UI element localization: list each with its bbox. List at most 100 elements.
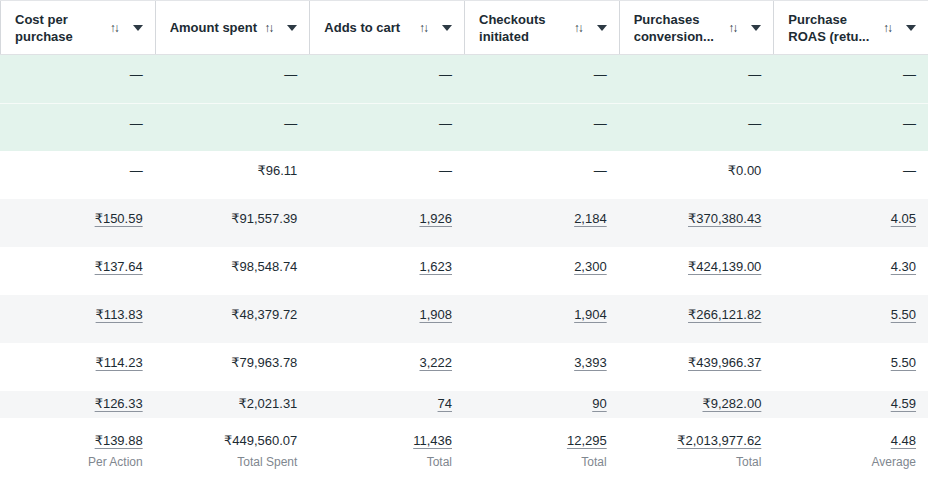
chevron-down-icon[interactable] xyxy=(442,25,452,31)
cell-purchases-conversion: ₹266,121.82 xyxy=(619,295,774,343)
metric-value-link[interactable]: 5.50 xyxy=(891,307,916,323)
summary-label: Per Action xyxy=(88,455,143,470)
metric-value-link[interactable]: ₹113.83 xyxy=(96,307,143,323)
metric-value-link[interactable]: 2,184 xyxy=(574,211,607,227)
metric-value: ₹79,963.78 xyxy=(231,355,297,371)
cell-checkouts-initiated: 3,393 xyxy=(464,343,619,391)
chevron-down-icon[interactable] xyxy=(287,25,297,31)
metric-value-link[interactable]: 1,908 xyxy=(419,307,452,323)
metric-value-link[interactable]: 4.59 xyxy=(891,396,916,412)
cell-adds-to-cart: 74 xyxy=(309,391,464,418)
column-header-adds-to-cart[interactable]: Adds to cart↑↓ xyxy=(309,1,464,54)
metric-value: — xyxy=(130,67,143,83)
metric-value-link[interactable]: ₹126.33 xyxy=(95,396,143,412)
cell-adds-to-cart: 1,908 xyxy=(309,295,464,343)
metric-value-link[interactable]: ₹150.59 xyxy=(95,211,143,227)
metric-value-link[interactable]: 74 xyxy=(438,396,452,412)
metric-value: — xyxy=(284,116,297,132)
table-row: ₹114.23 ₹79,963.78 3,222 3,393 ₹439,966.37 5.… xyxy=(0,343,928,391)
cell-checkouts-initiated: 2,184 xyxy=(464,199,619,247)
summary-cell-checkouts-initiated: 12,295 Total xyxy=(464,418,619,500)
metric-value-link[interactable]: ₹266,121.82 xyxy=(688,307,761,323)
cell-checkouts-initiated: — xyxy=(464,151,619,199)
column-header-label: Purchases conversion... xyxy=(634,11,723,45)
metric-value: — xyxy=(439,116,452,132)
sort-arrows-icon[interactable]: ↑↓ xyxy=(419,21,429,35)
metric-value-link[interactable]: 3,393 xyxy=(574,355,607,371)
metric-value-link[interactable]: ₹9,282.00 xyxy=(702,396,761,412)
column-header-checkouts-initiated[interactable]: Checkouts initiated↑↓ xyxy=(464,1,619,54)
metric-value-link[interactable]: ₹439,966.37 xyxy=(688,355,761,371)
summary-label: Total xyxy=(581,455,606,470)
cell-purchases-conversion: — xyxy=(619,55,774,103)
metric-value-link[interactable]: 4.30 xyxy=(891,259,916,275)
chevron-down-icon[interactable] xyxy=(751,25,761,31)
cell-purchase-roas: — xyxy=(773,151,928,199)
metric-value: ₹48,379.72 xyxy=(231,307,297,323)
cell-amount-spent: — xyxy=(155,55,310,103)
sort-arrows-icon[interactable]: ↑↓ xyxy=(264,21,274,35)
cell-checkouts-initiated: 1,904 xyxy=(464,295,619,343)
metric-value-link[interactable]: ₹114.23 xyxy=(96,355,143,371)
metric-value-link[interactable]: 90 xyxy=(592,396,606,412)
summary-value: ₹449,560.07 xyxy=(224,433,297,449)
chevron-down-icon[interactable] xyxy=(597,25,607,31)
cell-purchase-roas: 5.50 xyxy=(773,295,928,343)
metric-value-link[interactable]: ₹424,139.00 xyxy=(688,259,761,275)
metric-value: — xyxy=(748,116,761,132)
metric-value: — xyxy=(439,67,452,83)
column-header-label: Purchase ROAS (retu... xyxy=(788,11,877,45)
metric-value-link[interactable]: ₹137.64 xyxy=(95,259,143,275)
metric-value: — xyxy=(594,116,607,132)
cell-purchases-conversion: ₹424,139.00 xyxy=(619,247,774,295)
cell-cost-per-purchase: ₹137.64 xyxy=(0,247,155,295)
summary-cell-purchase-roas: 4.48Average xyxy=(773,418,928,500)
summary-cell-cost-per-purchase: ₹139.88 Per Action xyxy=(0,418,155,500)
sort-arrows-icon[interactable]: ↑↓ xyxy=(883,21,893,35)
metric-value: — xyxy=(903,116,916,132)
cell-cost-per-purchase: ₹113.83 xyxy=(0,295,155,343)
cell-amount-spent: ₹91,557.39 xyxy=(155,199,310,247)
table-row: —————— xyxy=(0,103,928,151)
metric-value: — xyxy=(130,163,143,179)
chevron-down-icon[interactable] xyxy=(906,25,916,31)
cell-purchase-roas: 4.59 xyxy=(773,391,928,418)
summary-value-link[interactable]: 12,295 xyxy=(567,433,607,449)
sort-arrows-icon[interactable]: ↑↓ xyxy=(574,21,584,35)
table-row: ₹126.33₹2,021.317490₹9,282.004.59 xyxy=(0,391,928,418)
cell-purchases-conversion: ₹370,380.43 xyxy=(619,199,774,247)
metric-value-link[interactable]: 2,300 xyxy=(574,259,607,275)
summary-value-link[interactable]: ₹2,013,977.62 xyxy=(677,433,761,449)
summary-value-link[interactable]: 11,436 xyxy=(413,433,452,449)
cell-adds-to-cart: — xyxy=(309,55,464,103)
cell-adds-to-cart: 1,926 xyxy=(309,199,464,247)
summary-value-link[interactable]: 4.48 xyxy=(891,433,916,449)
metric-value-link[interactable]: 1,623 xyxy=(419,259,452,275)
column-header-purchase-roas[interactable]: Purchase ROAS (retu... ↑↓ xyxy=(773,1,928,54)
column-header-cost-per-purchase[interactable]: Cost per purchase↑↓ xyxy=(0,1,155,54)
metric-value-link[interactable]: 4.05 xyxy=(891,211,916,227)
metric-value-link[interactable]: 1,926 xyxy=(419,211,452,227)
cell-adds-to-cart: 1,623 xyxy=(309,247,464,295)
cell-amount-spent: — xyxy=(155,104,310,151)
sort-arrows-icon[interactable]: ↑↓ xyxy=(728,21,738,35)
metric-value: — xyxy=(284,67,297,83)
cell-cost-per-purchase: — xyxy=(0,55,155,103)
metric-value-link[interactable]: 1,904 xyxy=(574,307,607,323)
chevron-down-icon[interactable] xyxy=(133,25,143,31)
column-header-amount-spent[interactable]: Amount spent↑↓ xyxy=(155,1,310,54)
cell-cost-per-purchase: ₹114.23 xyxy=(0,343,155,391)
cell-amount-spent: ₹98,548.74 xyxy=(155,247,310,295)
summary-value-link[interactable]: ₹139.88 xyxy=(95,433,143,449)
cell-checkouts-initiated: 2,300 xyxy=(464,247,619,295)
metric-value: ₹96.11 xyxy=(258,163,298,179)
metric-value-link[interactable]: 5.50 xyxy=(891,355,916,371)
summary-cell-adds-to-cart: 11,436Total xyxy=(309,418,464,500)
column-header-purchases-conversion[interactable]: Purchases conversion... ↑↓ xyxy=(619,1,774,54)
metric-value-link[interactable]: 3,222 xyxy=(419,355,452,371)
sort-arrows-icon[interactable]: ↑↓ xyxy=(110,21,120,35)
metric-value: ₹98,548.74 xyxy=(231,259,297,275)
cell-cost-per-purchase: ₹150.59 xyxy=(0,199,155,247)
cell-purchases-conversion: ₹0.00 xyxy=(619,151,774,199)
metric-value-link[interactable]: ₹370,380.43 xyxy=(688,211,761,227)
